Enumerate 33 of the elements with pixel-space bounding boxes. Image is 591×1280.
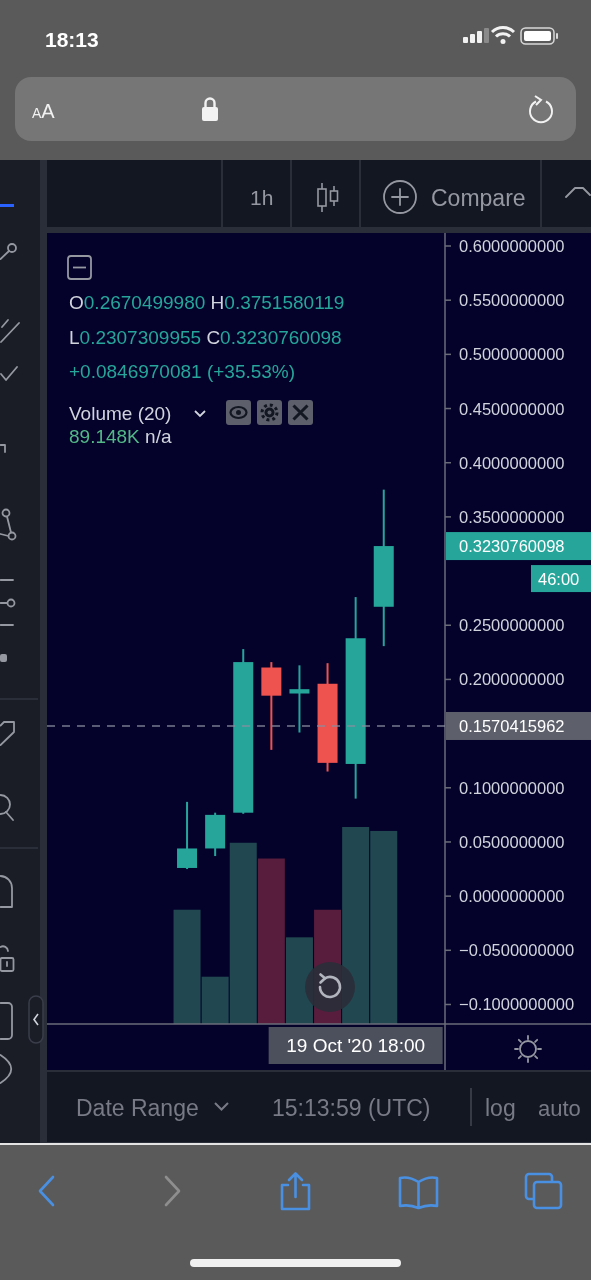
- text: Date Range: [76, 1095, 199, 1121]
- text: auto: [538, 1096, 581, 1121]
- text: 46:00: [538, 569, 580, 588]
- y-tick-label: 0.4500000000: [459, 399, 565, 418]
- text: 18:13: [45, 28, 99, 51]
- text: 1h: [250, 186, 274, 209]
- text: 89.148K n/a: [69, 426, 172, 447]
- text: 15:13:59 (UTC): [272, 1095, 431, 1121]
- y-tick-label: 0.2000000000: [459, 670, 565, 689]
- text: 0.3230760098: [459, 537, 565, 556]
- annotation: +0.0846970081 (+35.53%): [69, 361, 296, 382]
- y-tick-label: −0.0500000000: [459, 941, 575, 960]
- y-tick-label: 0.3500000000: [459, 507, 565, 526]
- y-tick-label: 0.5500000000: [459, 291, 565, 310]
- bar: [257, 858, 285, 1024]
- text: Compare: [431, 185, 526, 211]
- ref-line-label: 0.1570415962: [459, 716, 565, 735]
- annotation: L0.2307309955 C0.3230760098: [69, 326, 342, 348]
- y-tick-label: 0.1000000000: [459, 778, 565, 797]
- text: AA: [32, 100, 56, 122]
- candlestick: [177, 800, 198, 871]
- text: log: [485, 1095, 516, 1121]
- y-tick-label: 0.4000000000: [459, 453, 565, 472]
- y-tick-label: −0.1000000000: [459, 995, 575, 1014]
- y-tick-label: 0.2500000000: [459, 616, 565, 635]
- x-tick-label: 19 Oct '20 18:00: [286, 1035, 426, 1056]
- y-tick-label: 0.0000000000: [459, 887, 565, 906]
- chart-title: Volume (20): [69, 403, 172, 424]
- y-tick-label: 0.0500000000: [459, 832, 565, 851]
- y-tick-label: 0.5000000000: [459, 345, 565, 364]
- annotation: O0.2670499980 H0.3751580119: [69, 292, 345, 313]
- y-tick-label: 0.6000000000: [459, 237, 565, 255]
- candlestick: [289, 664, 310, 734]
